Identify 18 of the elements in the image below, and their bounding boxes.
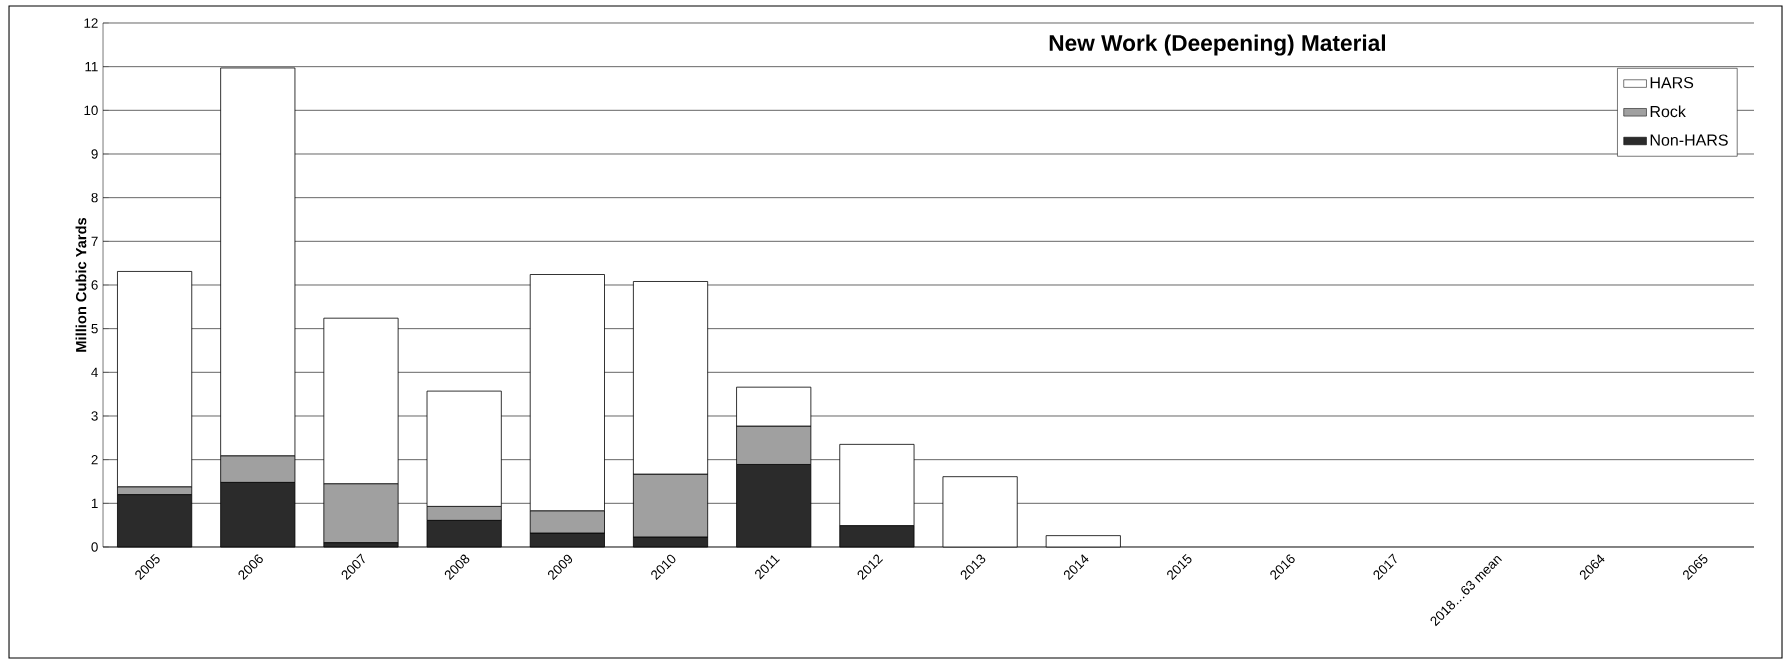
- legend-label: Rock: [1650, 105, 1686, 118]
- y-axis-title: Million Cubic Yards: [75, 217, 87, 352]
- y-tick-label: 1: [91, 498, 98, 508]
- y-tick-label: 3: [91, 411, 98, 421]
- chart-title: New Work (Deepening) Material: [1049, 34, 1385, 56]
- y-tick-label: 11: [85, 62, 98, 72]
- y-tick-label: 4: [91, 367, 98, 377]
- y-tick-label: 5: [91, 324, 98, 334]
- legend-label: Non-HARS: [1650, 134, 1728, 146]
- y-tick-label: 12: [84, 18, 98, 28]
- y-tick-label: 0: [91, 542, 98, 552]
- y-tick-label: 2: [91, 455, 98, 465]
- y-tick-label: 8: [91, 192, 98, 203]
- y-tick-label: 6: [91, 280, 98, 290]
- legend-label: HARS: [1650, 76, 1694, 89]
- y-tick-label: 7: [91, 236, 98, 246]
- y-tick-label: 10: [84, 105, 98, 116]
- y-tick-label: 9: [91, 149, 98, 159]
